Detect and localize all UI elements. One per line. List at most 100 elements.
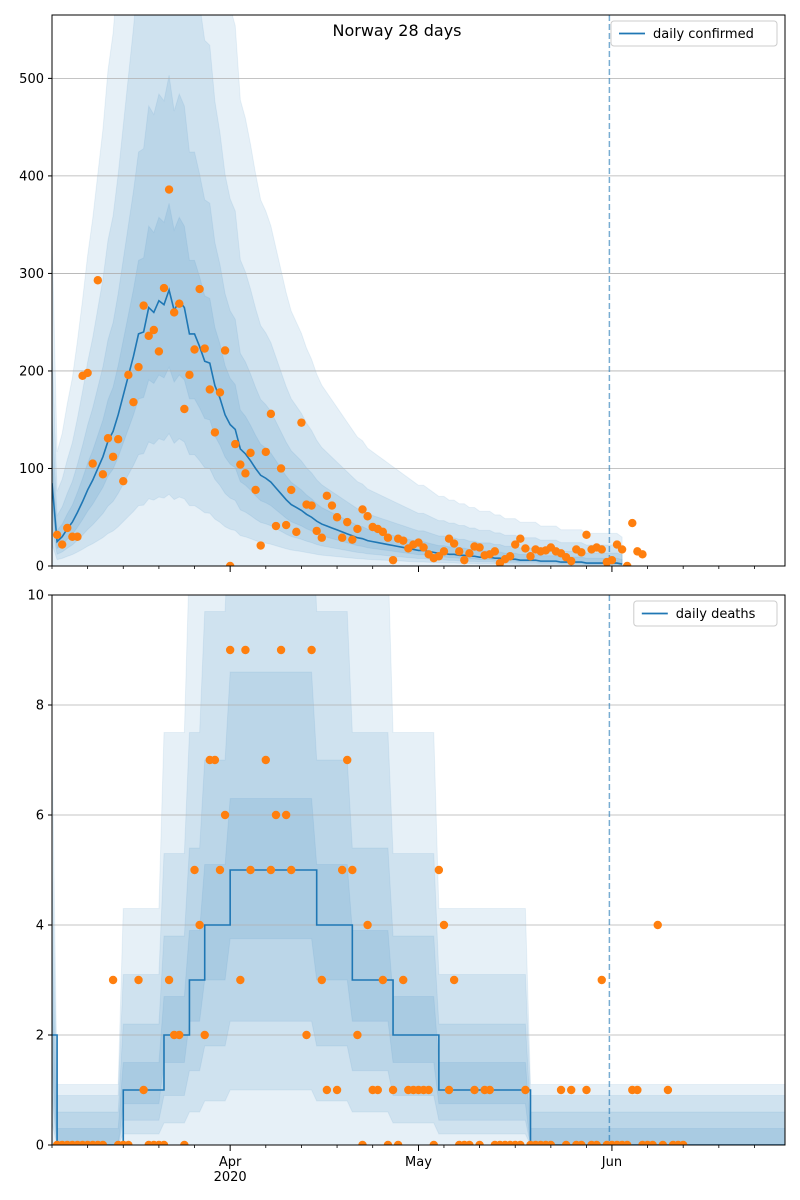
deaths-observed-point — [546, 1140, 556, 1145]
confirmed-series-line-group — [52, 287, 623, 565]
deaths-observed-point — [399, 975, 408, 985]
confirmed-observed-point — [134, 362, 143, 372]
confirmed-observed-point — [215, 388, 225, 397]
deaths-observed-point — [653, 920, 662, 930]
confirmed-observed-point — [343, 517, 352, 527]
deaths-observed-point — [281, 810, 291, 820]
deaths-observed-point — [561, 1140, 571, 1145]
confirmed-observed-point — [93, 276, 103, 285]
deaths-x-tick-label: May — [405, 1155, 432, 1170]
deaths-observed-point — [337, 865, 347, 875]
deaths-observed-point — [556, 1085, 566, 1095]
deaths-observed-point — [444, 1085, 454, 1095]
deaths-observed-point — [388, 1085, 398, 1095]
deaths-observed-point — [175, 1030, 184, 1040]
confirmed-observed-point — [388, 555, 398, 565]
deaths-observed-point — [363, 920, 372, 930]
deaths-observed-point — [159, 1140, 169, 1145]
confirmed-observed-point — [287, 485, 296, 495]
deaths-observed-point — [521, 1085, 530, 1095]
confirmed-observed-point — [475, 543, 484, 552]
deaths-observed-point — [98, 1140, 108, 1145]
confirmed-observed-point — [185, 370, 194, 380]
confirmed-observed-point — [577, 548, 586, 557]
confirmed-observed-point — [297, 418, 306, 427]
confirmed-observed-point — [119, 476, 128, 486]
confirmed-observed-point — [307, 501, 316, 510]
confirmed-observed-point — [505, 552, 515, 561]
confirmed-series-line — [52, 287, 623, 565]
confirmed-observed-point — [129, 397, 138, 407]
deaths-observed-point — [383, 1140, 393, 1145]
confirmed-observed-point — [332, 513, 342, 522]
confirmed-observed-point — [195, 284, 204, 294]
confirmed-observed-point — [159, 283, 169, 293]
confirmed-observed-point — [383, 533, 393, 542]
confirmed-observed-point — [281, 520, 291, 530]
deaths-observed-point — [516, 1140, 525, 1145]
confirmed-observed-point — [124, 370, 133, 380]
confirmed-observed-point — [337, 533, 347, 542]
chart-title: Norway 28 days — [333, 21, 462, 40]
confirmed-observed-point — [276, 464, 286, 473]
confirmed-observed-point — [205, 385, 214, 394]
confirmed-observed-point — [358, 505, 367, 514]
deaths-observed-points — [52, 645, 688, 1145]
deaths-observed-point — [623, 1140, 632, 1145]
deaths-series-line — [52, 869, 785, 1145]
deaths-observed-point — [190, 865, 199, 875]
deaths-observed-point — [317, 975, 326, 985]
deaths-band-2 — [52, 671, 785, 1145]
confirmed-observed-point — [460, 555, 469, 565]
deaths-observed-point — [215, 865, 225, 875]
confirmed-observed-point — [638, 550, 647, 559]
confirmed-legend-label: daily confirmed — [653, 27, 754, 42]
confirmed-observed-point — [363, 512, 372, 521]
deaths-observed-point — [439, 920, 449, 930]
deaths-y-tick-label: 8 — [36, 699, 44, 714]
confirmed-observed-point — [256, 541, 265, 550]
deaths-observed-point — [577, 1140, 586, 1145]
confirmed-x-ticks — [51, 566, 755, 572]
deaths-observed-point — [108, 975, 118, 985]
deaths-observed-point — [678, 1140, 688, 1145]
confirmed-observed-point — [378, 527, 388, 537]
confirmed-observed-point — [607, 555, 617, 565]
confirmed-observed-point — [154, 347, 164, 356]
confirmed-y-tick-label: 200 — [19, 364, 44, 379]
confirmed-legend: daily confirmed — [610, 20, 778, 47]
confirmed-observed-point — [236, 460, 245, 469]
confirmed-observed-point — [251, 485, 260, 495]
deaths-observed-point — [648, 1140, 657, 1145]
deaths-y-tick-label: 6 — [36, 809, 44, 824]
confirmed-observed-point — [465, 549, 474, 558]
confirmed-observed-point — [231, 439, 240, 449]
deaths-observed-point — [200, 1030, 209, 1040]
deaths-y-tick-label: 0 — [36, 1139, 44, 1154]
deaths-observed-point — [302, 1030, 311, 1040]
deaths-observed-point — [393, 1140, 403, 1145]
deaths-observed-point — [424, 1085, 433, 1095]
deaths-observed-point — [236, 975, 245, 985]
confirmed-observed-point — [246, 448, 255, 458]
confirmed-observed-point — [511, 540, 520, 549]
confirmed-observed-point — [266, 409, 276, 419]
confirmed-y-tick-label: 0 — [36, 560, 44, 575]
deaths-observed-point — [124, 1140, 133, 1145]
confirmed-panel: 0 100 200 300 400 500 Norway 28 days daily co… — [19, 14, 786, 575]
deaths-observed-point — [180, 1140, 189, 1145]
deaths-observed-point — [597, 975, 606, 985]
deaths-y-tick-label: 2 — [36, 1029, 44, 1044]
deaths-observed-point — [470, 1085, 479, 1095]
deaths-y-tick-label: 10 — [27, 589, 44, 604]
confirmed-observed-point — [292, 527, 301, 537]
confirmed-observed-point — [220, 346, 230, 355]
confirmed-observed-point — [449, 539, 459, 548]
confirmed-observed-point — [113, 435, 123, 444]
deaths-observed-point — [246, 865, 255, 875]
deaths-observed-point — [332, 1085, 342, 1095]
confirmed-observed-point — [149, 325, 159, 335]
